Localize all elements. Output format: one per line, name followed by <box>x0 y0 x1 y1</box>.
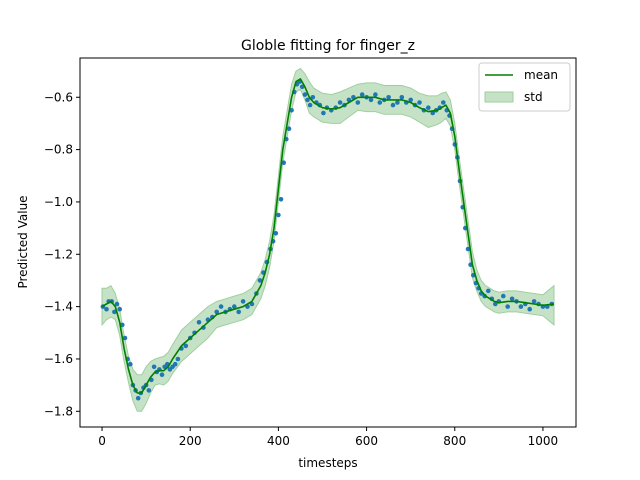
data-point <box>183 343 189 349</box>
data-point <box>273 231 279 236</box>
data-point <box>527 306 532 312</box>
y-axis-label: Predicted Value <box>16 195 30 288</box>
data-point <box>159 372 165 378</box>
plot-area <box>100 67 555 412</box>
data-point <box>151 364 157 370</box>
data-point <box>390 102 396 108</box>
data-point <box>122 335 128 341</box>
y-tick-label: −1.8 <box>44 404 73 418</box>
x-axis-ticks: 0 200 400 600 800 1000 <box>98 427 558 448</box>
data-point <box>386 95 391 100</box>
data-point <box>501 293 506 299</box>
data-point <box>408 97 414 103</box>
data-point <box>493 301 498 307</box>
data-point <box>146 388 152 393</box>
data-point <box>465 246 471 252</box>
y-tick-label: −1.0 <box>44 195 73 209</box>
data-point <box>531 299 537 304</box>
data-point <box>104 306 109 312</box>
y-tick-label: −1.2 <box>44 247 73 261</box>
data-point <box>337 100 343 105</box>
data-point <box>426 105 431 110</box>
x-tick-label: 200 <box>179 434 202 448</box>
x-tick-label: 400 <box>267 434 290 448</box>
data-point <box>172 361 178 367</box>
data-point <box>486 288 491 294</box>
data-point <box>196 320 202 325</box>
data-point <box>321 110 326 116</box>
legend-swatch-std <box>484 91 514 103</box>
data-point <box>236 309 241 315</box>
data-point <box>276 212 281 218</box>
data-point <box>307 102 313 108</box>
data-point <box>417 100 422 105</box>
data-point <box>232 304 237 309</box>
data-point <box>373 92 378 97</box>
data-point <box>289 108 294 113</box>
std-band <box>101 67 555 412</box>
data-point <box>399 95 405 100</box>
x-axis-label: timesteps <box>298 456 357 470</box>
data-point <box>395 100 400 105</box>
data-point <box>359 92 365 97</box>
legend-label-std: std <box>524 90 543 104</box>
axes-frame <box>79 57 577 428</box>
data-point <box>120 322 125 328</box>
x-tick-label: 600 <box>355 434 378 448</box>
data-point <box>505 304 511 309</box>
data-point <box>377 100 383 105</box>
mean-line-layer <box>101 78 555 394</box>
data-point <box>112 309 117 315</box>
data-point <box>355 100 361 105</box>
x-tick-label: 0 <box>98 434 106 448</box>
data-point <box>214 309 219 315</box>
y-tick-label: −1.6 <box>44 352 73 366</box>
data-point <box>278 197 284 202</box>
data-point <box>518 304 524 309</box>
x-tick-label: 800 <box>443 434 466 448</box>
data-point <box>509 296 515 302</box>
chart-title: Globle fitting for finger_z <box>241 38 415 54</box>
data-point <box>257 278 263 283</box>
y-axis-ticks: −1.8 −1.6 −1.4 −1.2 −1.0 −0.8 −0.6 <box>44 90 80 418</box>
x-tick-label: 1000 <box>528 434 559 448</box>
std-band-layer <box>101 67 555 412</box>
legend: mean std <box>478 62 571 112</box>
y-tick-label: −0.6 <box>44 90 73 104</box>
y-tick-label: −1.4 <box>44 300 73 314</box>
data-point <box>240 299 246 304</box>
data-point <box>368 97 374 103</box>
data-point <box>286 126 292 131</box>
data-point <box>135 395 141 401</box>
data-point <box>441 100 446 105</box>
y-tick-label: −0.8 <box>44 143 73 157</box>
data-point <box>218 304 224 309</box>
data-point <box>302 92 308 97</box>
data-point <box>310 95 316 100</box>
mean-line <box>101 78 555 394</box>
legend-label-mean: mean <box>524 68 558 82</box>
data-point <box>281 160 287 165</box>
data-point <box>305 97 310 103</box>
data-point <box>114 301 120 307</box>
data-point <box>175 356 181 362</box>
data-point <box>128 361 133 367</box>
data-point <box>117 306 122 312</box>
